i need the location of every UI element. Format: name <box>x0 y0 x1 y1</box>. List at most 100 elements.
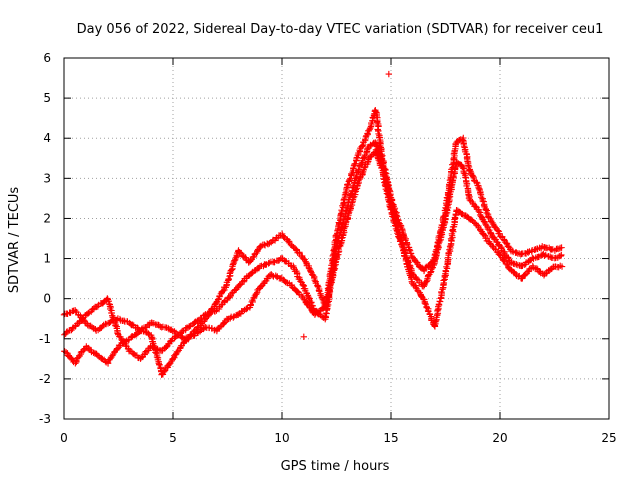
data-point <box>306 265 313 272</box>
x-tick-label: 10 <box>274 431 289 445</box>
data-point <box>525 249 532 256</box>
data-point <box>372 140 380 147</box>
data-point <box>336 242 343 249</box>
data-point <box>469 173 477 180</box>
data-point <box>359 142 366 149</box>
data-point <box>477 226 484 234</box>
data-point <box>475 207 482 215</box>
chart-title: Day 056 of 2022, Sidereal Day-to-day VTE… <box>77 22 604 37</box>
y-tick-label: 6 <box>43 51 51 65</box>
data-point <box>361 164 368 171</box>
data-point <box>373 119 381 126</box>
data-point <box>80 346 87 353</box>
y-tick-label: 4 <box>43 131 51 145</box>
data-point <box>391 222 399 229</box>
x-tick-label: 15 <box>383 431 398 445</box>
data-point <box>350 194 357 202</box>
data-point <box>460 142 468 150</box>
data-point <box>365 127 373 134</box>
data-point <box>130 350 138 358</box>
series-track-b <box>61 139 565 362</box>
x-tick-label: 0 <box>60 431 68 445</box>
data-point <box>500 256 508 264</box>
data-point <box>297 278 304 285</box>
data-point <box>555 263 562 271</box>
data-point <box>451 164 459 171</box>
y-tick-label: 1 <box>43 252 51 266</box>
data-point <box>344 180 352 188</box>
data-point <box>181 335 189 343</box>
data-point <box>513 249 520 256</box>
data-point <box>299 281 306 288</box>
data-point <box>341 223 348 231</box>
data-point <box>484 225 492 233</box>
data-point <box>442 210 450 218</box>
data-point <box>522 271 529 278</box>
y-tick-label: -2 <box>39 372 51 386</box>
data-point <box>394 230 401 237</box>
data-point <box>338 235 345 242</box>
y-tick-label: -1 <box>39 332 51 346</box>
data-point <box>182 324 189 332</box>
data-point <box>389 213 396 220</box>
data-point <box>482 206 489 214</box>
data-point <box>381 182 389 189</box>
data-point <box>352 186 360 193</box>
data-point <box>440 222 447 229</box>
data-point <box>354 180 361 187</box>
data-point <box>225 275 232 283</box>
data-point <box>129 321 136 328</box>
data-point <box>480 202 488 209</box>
data-point <box>311 277 318 284</box>
data-point <box>465 162 472 169</box>
data-point <box>387 206 395 213</box>
series-track-c <box>61 146 566 367</box>
data-point <box>416 263 423 270</box>
data-point <box>247 257 254 264</box>
data-point <box>423 304 431 311</box>
data-point <box>309 272 317 279</box>
data-point <box>480 231 488 239</box>
data-point <box>439 225 446 233</box>
data-point <box>383 190 391 197</box>
data-point <box>122 338 129 345</box>
data-point <box>333 252 341 260</box>
data-point <box>450 171 457 179</box>
data-point <box>450 150 458 158</box>
data-point <box>214 296 222 303</box>
data-point <box>415 287 422 295</box>
data-point <box>202 323 209 331</box>
y-tick-label: 2 <box>43 211 51 225</box>
x-axis-title: GPS time / hours <box>281 459 390 474</box>
data-point <box>355 149 362 157</box>
data-point <box>436 298 443 305</box>
points-layer <box>60 70 566 378</box>
data-point <box>473 179 480 186</box>
data-point <box>325 287 332 295</box>
plot-frame <box>63 57 610 420</box>
data-point <box>94 303 101 310</box>
data-point <box>431 256 439 264</box>
y-tick-label: 5 <box>43 91 51 105</box>
data-point <box>440 277 447 284</box>
data-point <box>253 290 260 297</box>
data-point <box>558 263 566 270</box>
data-point <box>84 321 91 329</box>
data-point <box>169 355 177 362</box>
data-point <box>76 352 83 359</box>
data-point <box>375 130 382 138</box>
data-point <box>427 269 434 276</box>
data-point <box>347 203 354 210</box>
data-point <box>396 238 404 245</box>
data-point <box>231 257 238 264</box>
data-point <box>422 264 429 272</box>
x-tick-label: 25 <box>601 431 616 445</box>
data-point <box>187 333 194 340</box>
data-point <box>322 309 330 317</box>
data-point <box>290 262 297 270</box>
data-point <box>300 333 307 340</box>
data-point <box>366 126 373 133</box>
y-tick-label: 3 <box>43 171 51 185</box>
data-point <box>174 348 181 356</box>
